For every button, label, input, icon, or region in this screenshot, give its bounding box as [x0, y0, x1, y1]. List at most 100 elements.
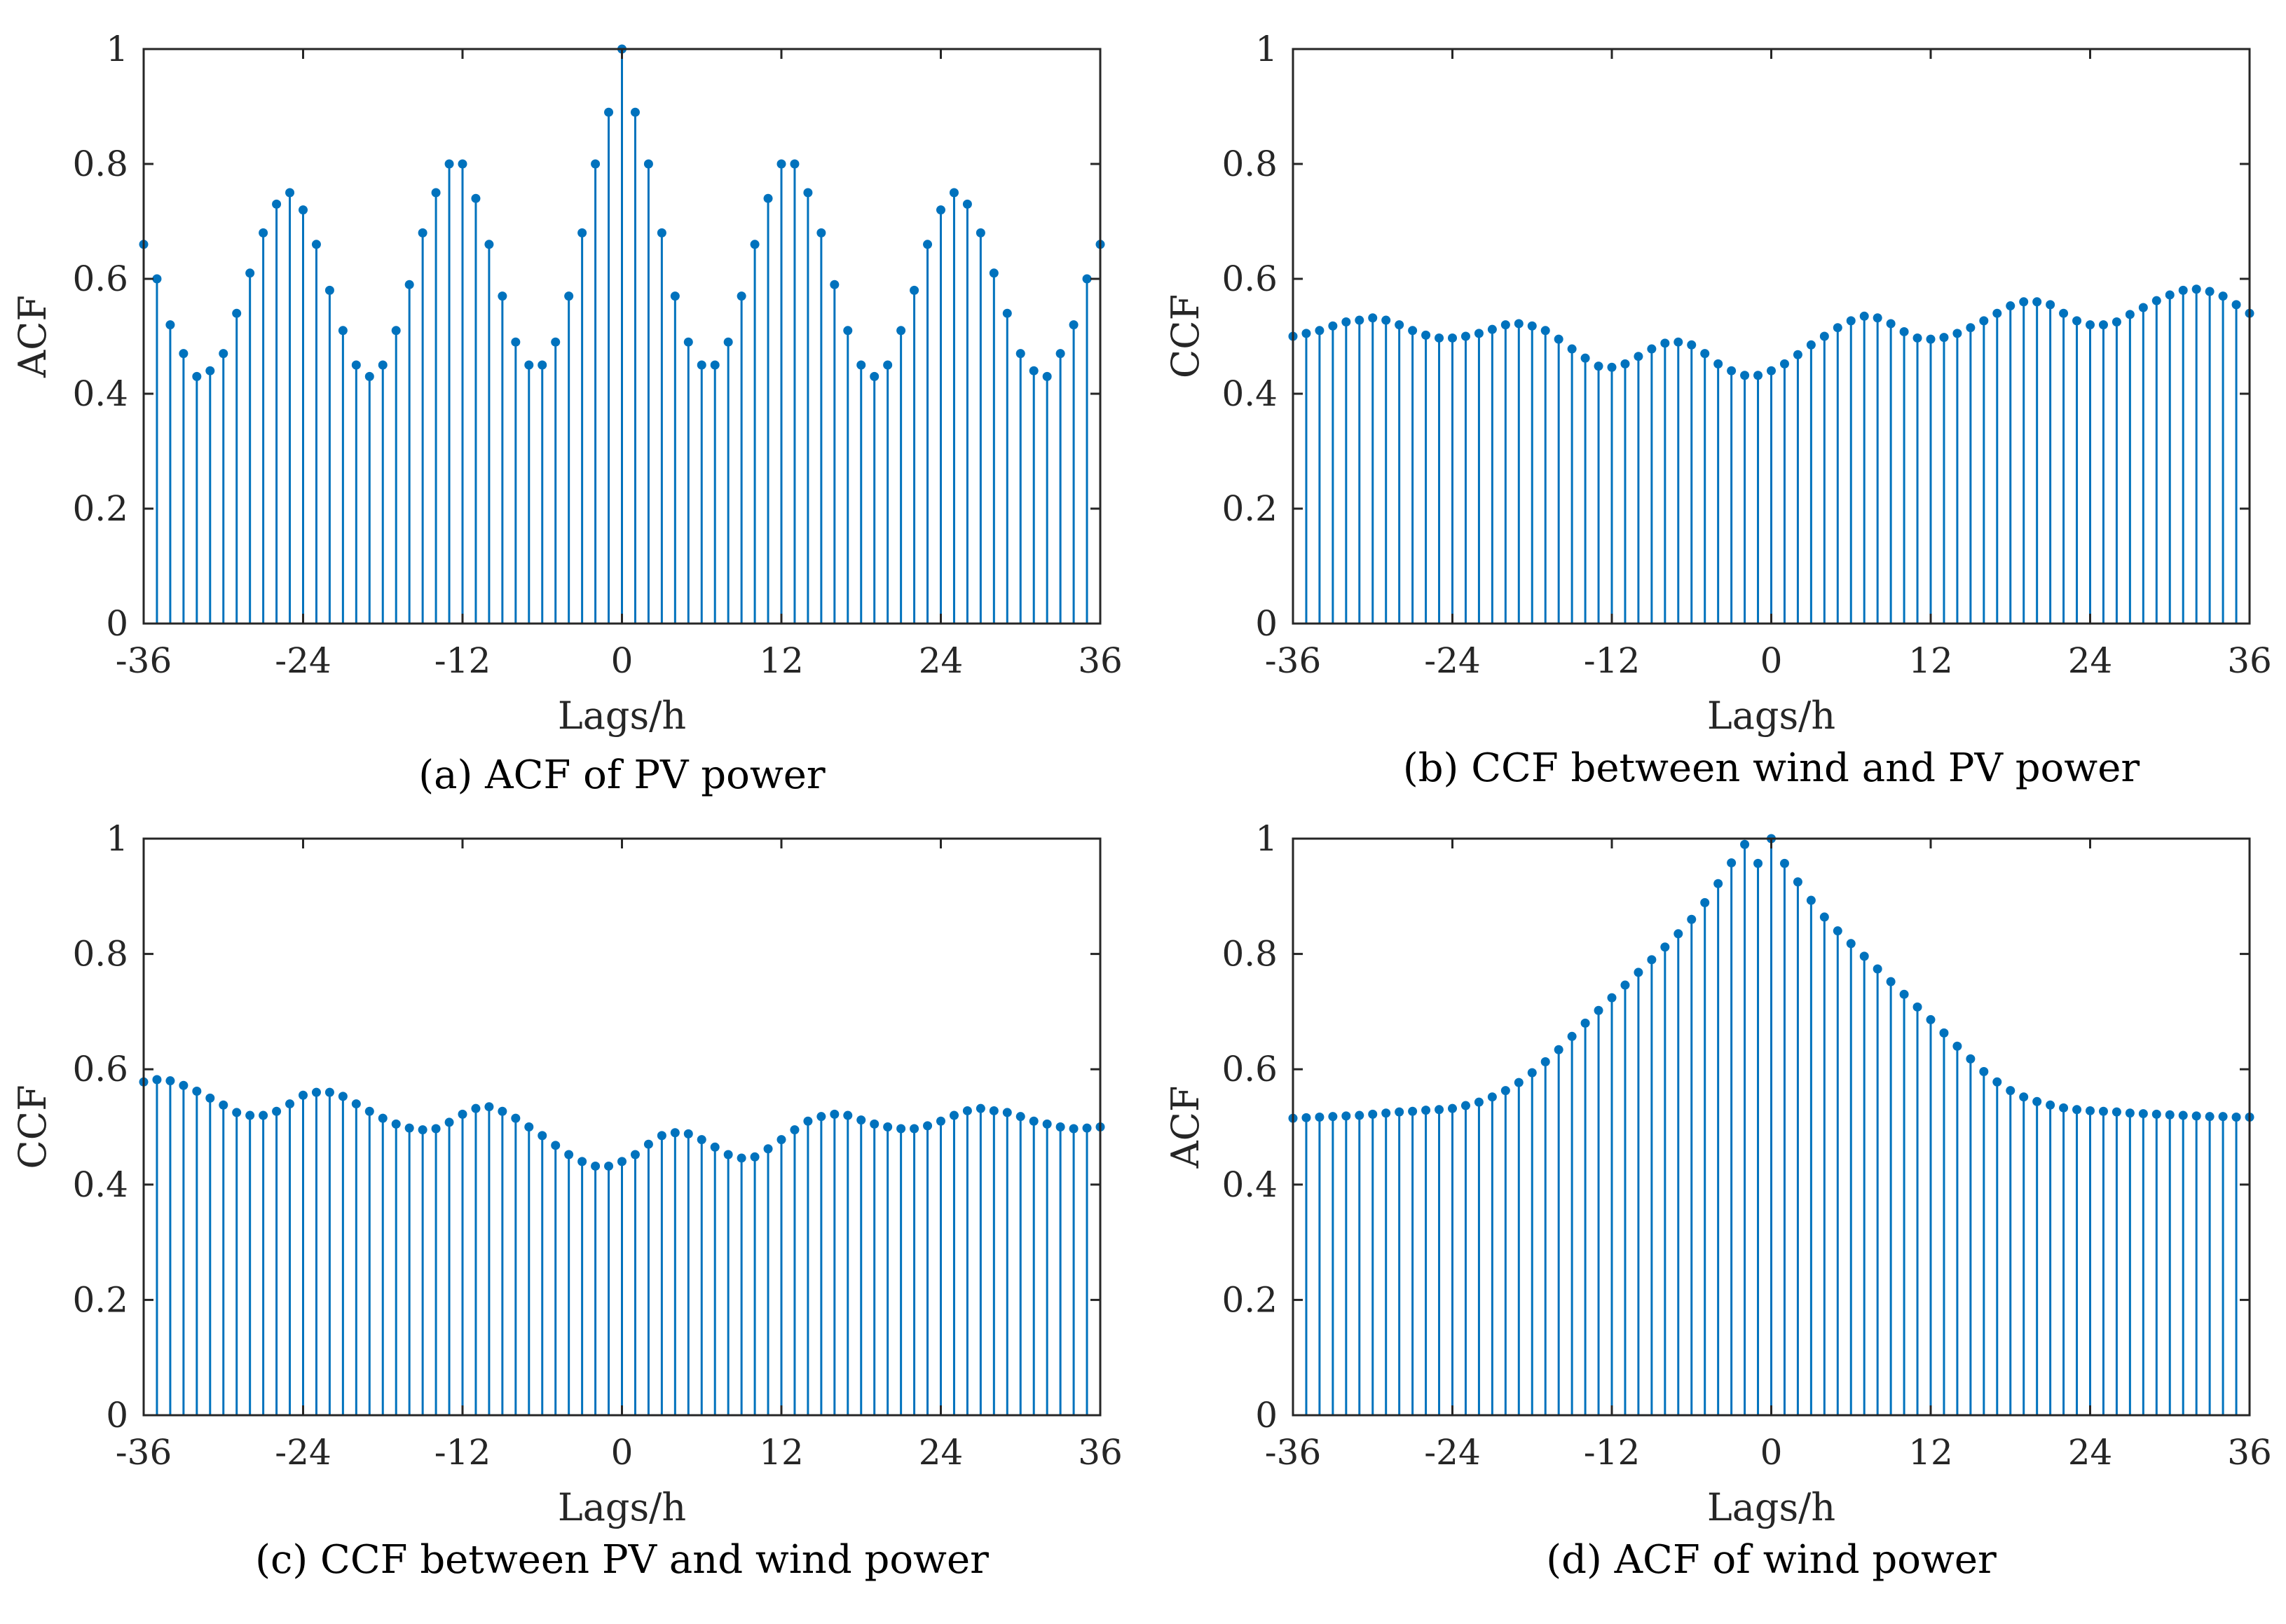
stem-marker-d-32: [1713, 879, 1723, 888]
stem-marker-a-26: [484, 240, 494, 249]
stem-marker-d-28: [1660, 942, 1670, 952]
stem-marker-d-29: [1674, 929, 1683, 939]
stem-marker-b-14: [1474, 329, 1484, 338]
stem-marker-a-54: [856, 360, 866, 370]
caption-d: (d) ACF of wind power: [1546, 1537, 1997, 1583]
xtick-label-d-1: -24: [1424, 1432, 1481, 1473]
xtick-label-d-6: 36: [2227, 1432, 2272, 1473]
ytick-label-c-0: 0: [106, 1395, 128, 1436]
stem-marker-c-58: [910, 1124, 919, 1134]
xtick-label-c-3: 0: [611, 1432, 634, 1473]
xtick-label-c-0: -36: [116, 1432, 172, 1473]
stem-marker-b-13: [1460, 331, 1470, 341]
stem-marker-b-6: [1368, 313, 1378, 323]
stem-marker-d-9: [1408, 1106, 1418, 1116]
stem-marker-c-59: [923, 1121, 933, 1131]
stem-marker-a-69: [1055, 349, 1065, 359]
stem-marker-d-54: [2006, 1086, 2015, 1096]
stem-marker-d-31: [1700, 897, 1710, 907]
stem-marker-a-15: [338, 326, 348, 336]
stem-marker-a-57: [896, 326, 906, 336]
xtick-label-a-0: -36: [116, 640, 172, 681]
stem-marker-d-11: [1435, 1105, 1444, 1115]
stem-marker-a-14: [324, 285, 334, 295]
stem-marker-d-1: [1301, 1113, 1311, 1122]
stem-marker-c-32: [564, 1150, 574, 1159]
stem-marker-a-13: [311, 240, 321, 249]
stem-marker-c-18: [378, 1113, 388, 1123]
stem-marker-a-16: [351, 360, 361, 370]
stem-marker-c-28: [511, 1113, 521, 1123]
stem-marker-b-37: [1779, 359, 1789, 369]
xtick-label-a-1: -24: [275, 640, 331, 681]
stem-marker-b-39: [1806, 340, 1816, 350]
stem-marker-a-29: [524, 360, 534, 370]
stem-marker-d-49: [1939, 1028, 1949, 1038]
stem-marker-d-39: [1806, 895, 1816, 905]
stem-marker-a-8: [245, 268, 255, 278]
stem-marker-c-26: [484, 1102, 494, 1112]
stem-marker-a-40: [670, 291, 680, 301]
xtick-label-a-5: 24: [919, 640, 964, 681]
xtick-label-c-5: 24: [919, 1432, 964, 1473]
stem-marker-d-43: [1859, 951, 1869, 961]
stem-marker-c-55: [870, 1119, 880, 1129]
stem-marker-c-12: [299, 1090, 308, 1100]
stem-marker-b-12: [1448, 333, 1457, 343]
stem-marker-a-55: [870, 371, 880, 381]
stem-marker-b-5: [1355, 315, 1364, 325]
stem-marker-d-62: [2112, 1107, 2121, 1117]
stem-marker-b-21: [1567, 344, 1577, 354]
ytick-label-b-0: 0: [1255, 603, 1278, 644]
caption-b: (b) CCF between wind and PV power: [1403, 745, 2140, 791]
stem-marker-c-31: [551, 1141, 561, 1150]
stem-marker-d-7: [1381, 1108, 1391, 1118]
stem-marker-a-9: [259, 228, 268, 238]
xtick-label-a-6: 36: [1078, 640, 1123, 681]
stem-marker-a-10: [272, 199, 282, 209]
xlabel-d: Lags/h: [1707, 1485, 1835, 1529]
stem-marker-d-53: [1992, 1077, 2002, 1087]
stem-marker-c-53: [843, 1110, 853, 1120]
stem-marker-b-60: [2086, 320, 2095, 330]
stem-marker-b-48: [1926, 334, 1936, 344]
stem-marker-d-66: [2165, 1110, 2175, 1120]
xtick-label-b-6: 36: [2227, 640, 2272, 681]
ytick-label-c-4: 0.8: [72, 934, 128, 975]
stem-marker-c-56: [883, 1122, 893, 1131]
stem-marker-a-31: [551, 337, 561, 347]
stem-marker-b-70: [2218, 291, 2228, 301]
xtick-label-c-6: 36: [1078, 1432, 1123, 1473]
stem-marker-a-23: [444, 159, 454, 169]
stem-marker-a-35: [604, 107, 614, 117]
stem-marker-c-10: [272, 1106, 282, 1116]
stem-marker-a-66: [1015, 349, 1025, 359]
stem-marker-b-2: [1315, 326, 1325, 336]
stem-marker-c-22: [431, 1124, 441, 1134]
stem-marker-d-17: [1514, 1078, 1524, 1087]
caption-c: (c) CCF between PV and wind power: [255, 1537, 989, 1583]
stem-marker-b-56: [2032, 297, 2042, 307]
stem-marker-b-17: [1514, 319, 1524, 329]
stem-marker-c-7: [232, 1108, 242, 1117]
stem-marker-c-3: [179, 1080, 189, 1090]
ytick-label-b-1: 0.2: [1221, 488, 1278, 529]
stem-marker-c-36: [617, 1157, 627, 1167]
ytick-label-b-5: 1: [1255, 29, 1278, 69]
stem-marker-d-14: [1474, 1097, 1484, 1107]
xtick-label-b-5: 24: [2068, 640, 2113, 681]
stem-marker-a-51: [816, 228, 826, 238]
ytick-label-d-2: 0.4: [1221, 1164, 1278, 1205]
stem-marker-d-21: [1567, 1031, 1577, 1041]
stem-marker-c-57: [896, 1124, 906, 1134]
xlabel-a: Lags/h: [558, 694, 686, 738]
stem-marker-a-45: [737, 291, 746, 301]
stem-marker-a-12: [299, 205, 308, 215]
stem-marker-c-39: [657, 1131, 666, 1141]
stem-marker-a-58: [910, 285, 919, 295]
stem-marker-c-37: [630, 1150, 640, 1159]
stem-marker-d-41: [1833, 926, 1842, 936]
stem-marker-d-50: [1952, 1041, 1962, 1051]
stem-marker-b-23: [1594, 362, 1603, 371]
